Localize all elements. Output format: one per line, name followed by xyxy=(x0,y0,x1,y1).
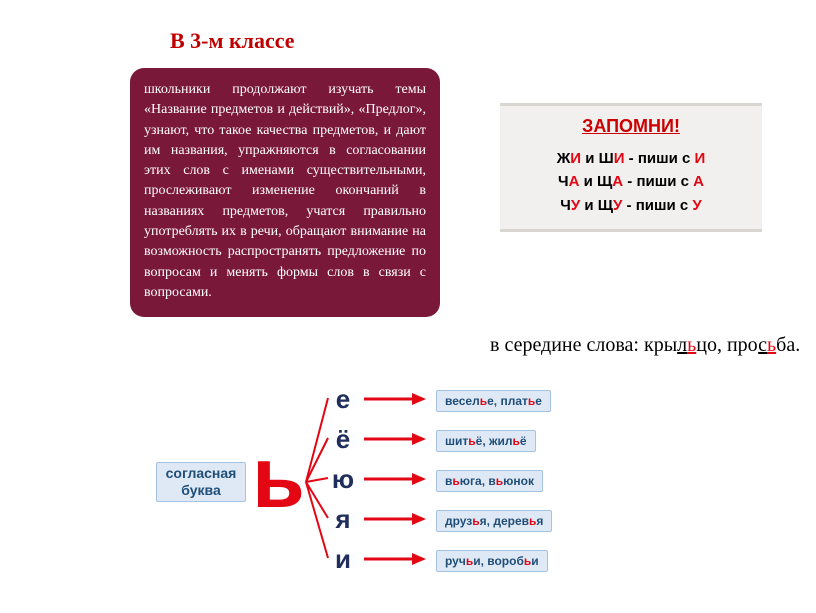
arrow-icon xyxy=(364,472,426,486)
rule-line-2: ЧА и ЩА - пиши с А xyxy=(500,170,762,193)
page-title: В 3-м классе xyxy=(170,28,295,54)
vowel-и: и xyxy=(328,544,358,575)
middle-word-example: в середине слова: крыльцо, просьба. xyxy=(490,334,800,357)
arrow-icon xyxy=(364,512,426,526)
rule-line-3: ЧУ и ЩУ - пиши с У xyxy=(500,194,762,217)
rule-line-1: ЖИ и ШИ - пиши с И xyxy=(500,147,762,170)
example-box-3: друзья, деревья xyxy=(436,510,552,532)
arrow-icon xyxy=(364,392,426,406)
example-box-4: ручьи, воробьи xyxy=(436,550,548,572)
fan-lines xyxy=(156,384,356,584)
example-box-1: шитьё, жильё xyxy=(436,430,536,452)
remember-heading: ЗАПОМНИ! xyxy=(500,116,762,137)
remember-panel: ЗАПОМНИ! ЖИ и ШИ - пиши с И ЧА и ЩА - пи… xyxy=(500,103,762,232)
vowel-ё: ё xyxy=(328,424,358,455)
example-box-0: веселье, платье xyxy=(436,390,551,412)
arrow-icon xyxy=(364,552,426,566)
vowel-е: е xyxy=(328,384,358,415)
arrow-icon xyxy=(364,432,426,446)
intro-paragraph: школьники продолжают изучать темы «Назва… xyxy=(130,68,440,317)
vowel-ю: ю xyxy=(328,464,358,495)
example-box-2: вьюга, вьюнок xyxy=(436,470,543,492)
soft-sign-diagram: согласная буква ь еёюяи веселье, платьеш… xyxy=(156,384,576,604)
vowel-я: я xyxy=(328,504,358,535)
